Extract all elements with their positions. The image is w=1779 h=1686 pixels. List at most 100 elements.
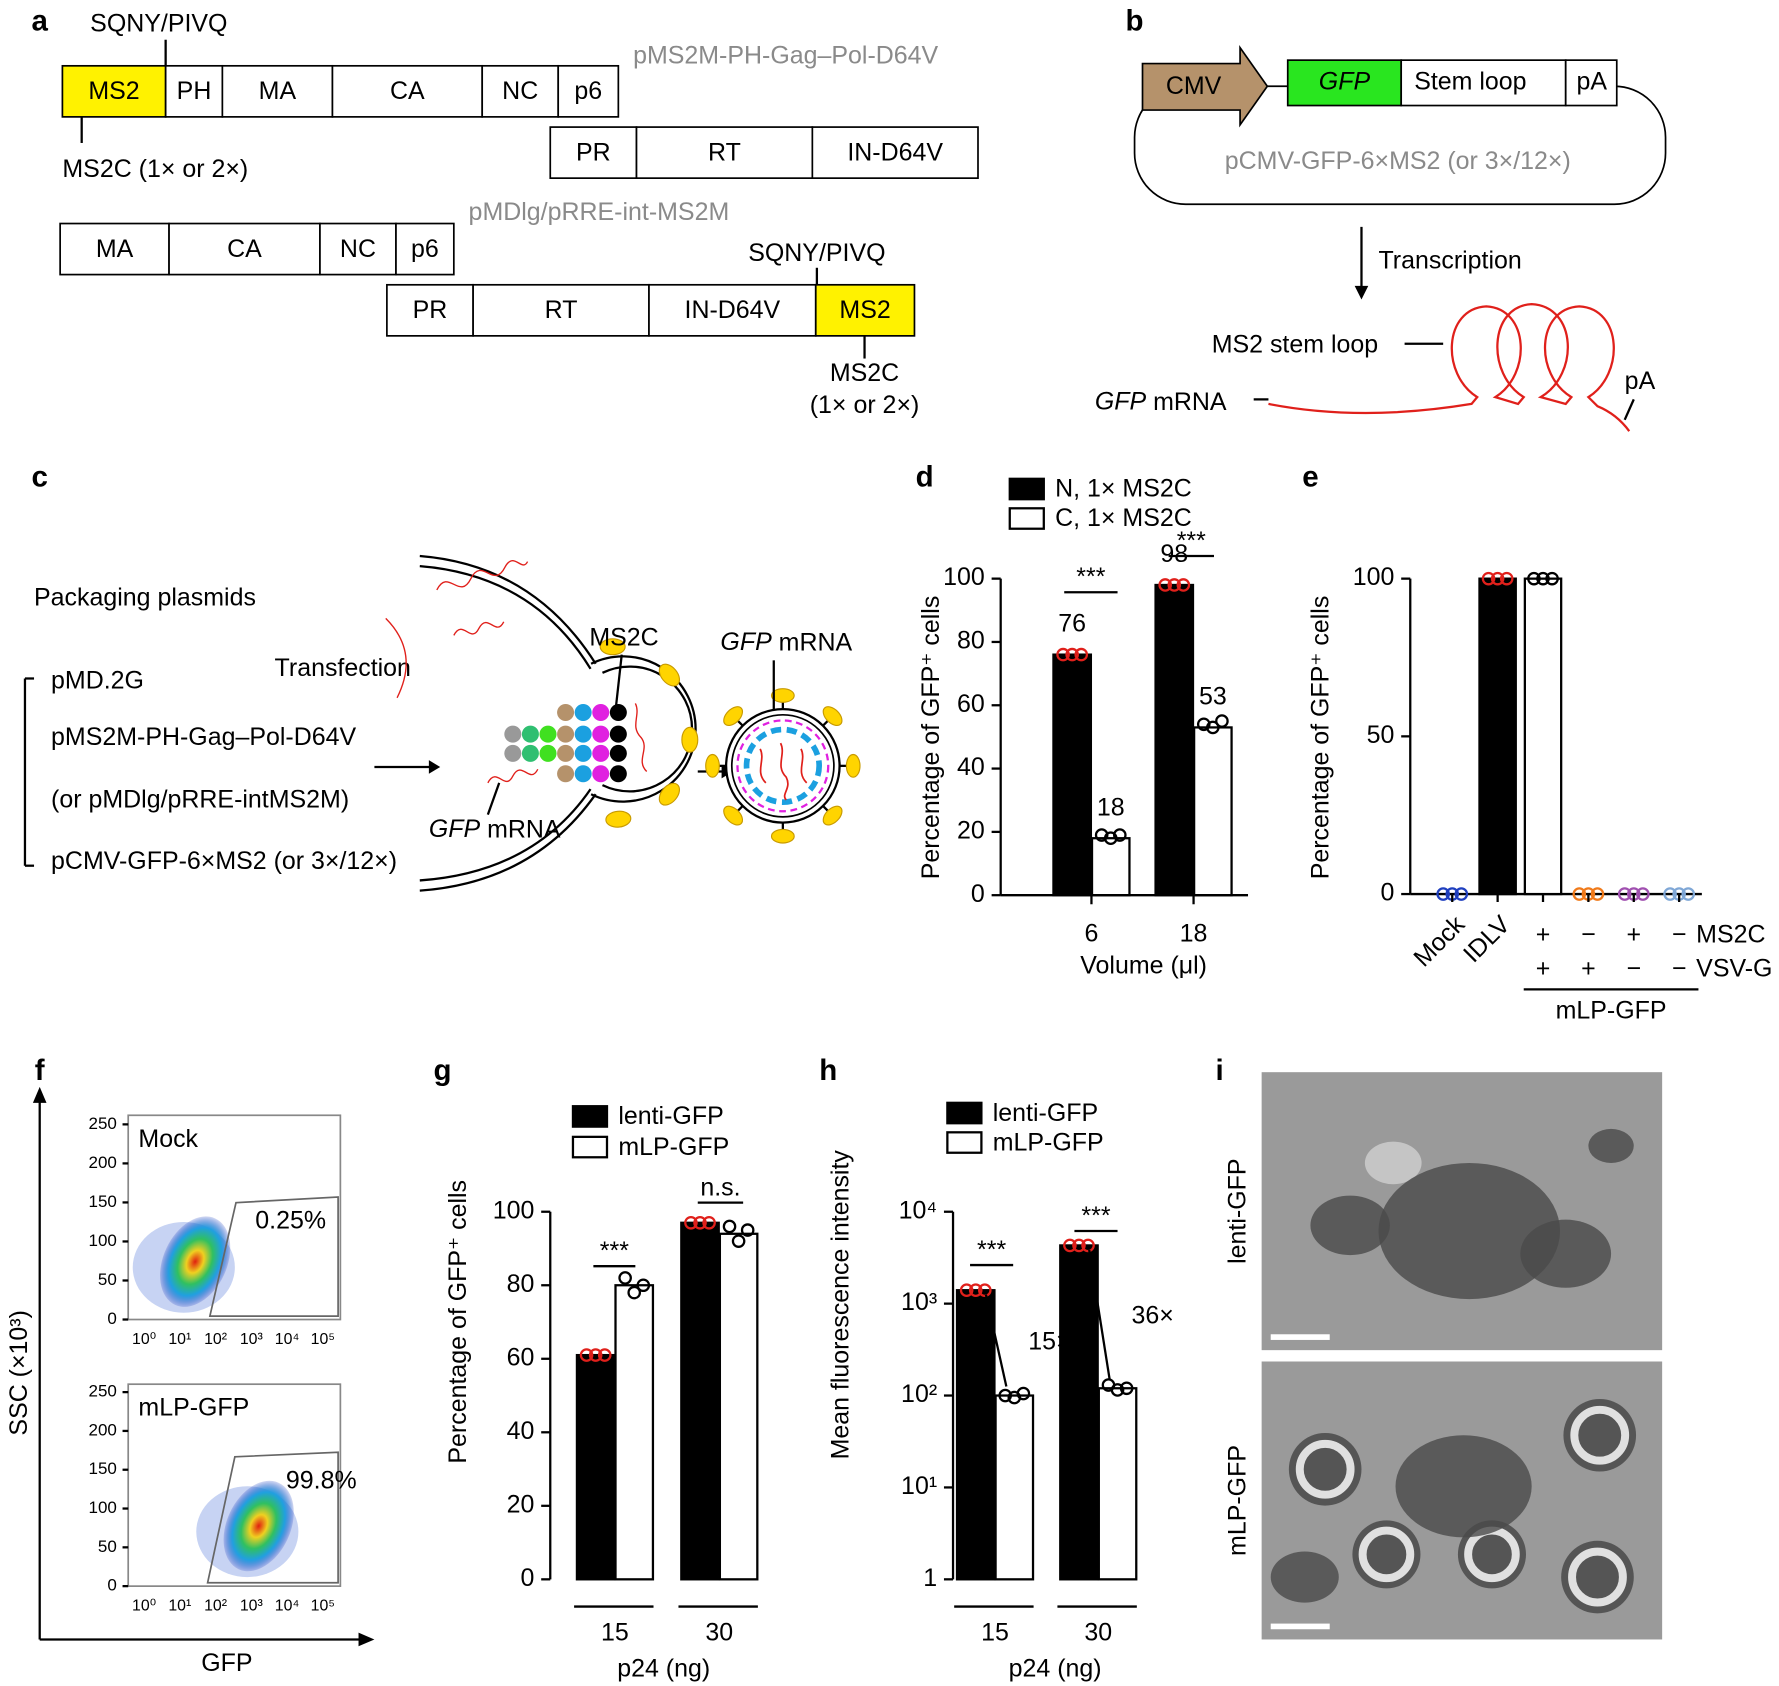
mrna-squiggle — [634, 703, 648, 773]
condition-sign: + — [1626, 921, 1641, 949]
bar — [994, 1394, 1035, 1581]
matrix — [736, 719, 830, 813]
replicate-point — [1206, 720, 1220, 735]
domain-label: MS2 — [88, 77, 139, 105]
replicate-point — [1572, 887, 1587, 901]
bar — [1192, 726, 1233, 897]
y-tick-label: 100 — [943, 563, 985, 591]
capsid-protein — [557, 704, 575, 722]
domain-box — [557, 64, 620, 118]
heading: Packaging plasmids — [34, 584, 256, 612]
bar — [1090, 837, 1131, 897]
gene-label: GFP — [1319, 67, 1371, 95]
domain-label: RT — [545, 296, 578, 324]
bar — [1154, 583, 1195, 897]
capsid-protein — [521, 744, 539, 762]
event-density — [160, 1216, 231, 1307]
panel-letter: c — [32, 461, 48, 494]
panel-letter: f — [35, 1054, 45, 1087]
axis-title: Percentage of GFP⁺ cells — [917, 596, 945, 880]
legend-label: lenti-GFP — [993, 1099, 1098, 1127]
mrna-label: GFP mRNA — [720, 628, 852, 656]
capsid-protein — [592, 765, 610, 783]
mrna-squiggle — [385, 617, 407, 699]
bar — [680, 1221, 720, 1581]
pointer — [1623, 398, 1635, 421]
significance-label: *** — [1081, 1202, 1110, 1230]
panel-letter: b — [1126, 5, 1144, 38]
sample-name: mLP-GFP — [1224, 1445, 1252, 1556]
x-tick-label: 10¹ — [168, 1331, 191, 1348]
replicate-point — [959, 1283, 974, 1298]
particle-ring — [1570, 1405, 1630, 1465]
bar — [575, 1353, 616, 1581]
legend-swatch — [571, 1105, 609, 1128]
promoter-arrow — [1141, 44, 1269, 128]
replicate-point — [1072, 1238, 1086, 1253]
y-tick-label: 0 — [520, 1564, 534, 1592]
membrane — [419, 565, 592, 670]
stem-box — [1400, 59, 1567, 107]
x-tick-label: 10⁴ — [275, 1598, 300, 1615]
arrow-head — [428, 760, 441, 774]
value-label: 98 — [1160, 540, 1188, 568]
mrna-squiggle — [487, 768, 539, 784]
replicate-point — [1016, 1386, 1031, 1401]
x-tick-label: IDLV — [1458, 910, 1516, 968]
stem-loop-label: MS2 stem loop — [1212, 331, 1378, 359]
x-tick-label: 10² — [204, 1331, 227, 1348]
value-label: 53 — [1199, 683, 1227, 711]
replicate-point — [1663, 887, 1677, 901]
capsid-protein — [574, 765, 592, 783]
particle — [1310, 1195, 1390, 1256]
stem-label: Stem loop — [1414, 67, 1526, 95]
y-tick-label: 0 — [107, 1576, 116, 1595]
arrow-head — [358, 1632, 375, 1647]
legend-swatch — [946, 1131, 983, 1154]
envelope-protein — [658, 782, 681, 806]
replicate-point — [977, 1283, 992, 1298]
y-tick-label: 100 — [88, 1231, 116, 1250]
replicate-point — [1636, 887, 1650, 901]
replicate-point — [722, 1219, 737, 1234]
replicate-point — [1074, 647, 1089, 662]
condition-sign: − — [1672, 921, 1687, 949]
replicate-point — [618, 1271, 632, 1285]
membrane — [419, 788, 592, 882]
x-tick-label: 10⁵ — [311, 1331, 335, 1348]
y-tick-label: 100 — [1353, 563, 1395, 591]
mrna-word: mRNA — [772, 628, 853, 656]
scale-bar — [1270, 1334, 1330, 1340]
capsid-protein — [592, 704, 610, 722]
replicate-point — [1056, 647, 1070, 662]
domain-label: MS2 — [839, 296, 890, 324]
construct-name: pMS2M-PH-Gag–Pol-D64V — [633, 41, 938, 69]
x-tick-label: 30 — [705, 1618, 733, 1646]
plasmid: pMD.2G — [51, 666, 144, 694]
domain-box — [221, 64, 334, 118]
bar — [1097, 1387, 1138, 1581]
replicate-point — [1490, 571, 1505, 586]
axis-title: GFP — [201, 1649, 252, 1677]
replicate-point — [968, 1283, 983, 1298]
capsid-protein — [592, 725, 610, 743]
capsid-protein — [609, 765, 627, 783]
axis-title: p24 (ng) — [617, 1655, 710, 1683]
legend-swatch — [946, 1101, 983, 1125]
domain-label: RT — [708, 138, 741, 166]
virion — [724, 707, 841, 824]
plasmid-name: pCMV-GFP-6×MS2 (or 3×/12×) — [1225, 147, 1571, 175]
significance-label: *** — [1177, 527, 1206, 555]
condition-sign: − — [1581, 921, 1596, 949]
x-tick-label: 10⁰ — [132, 1598, 156, 1615]
envelope-protein — [770, 828, 795, 844]
y-tick-label: 60 — [957, 690, 985, 718]
legend-swatch — [1008, 477, 1045, 501]
particle — [1364, 1141, 1422, 1185]
arrow-head — [1354, 285, 1369, 300]
y-tick-label: 40 — [507, 1417, 535, 1445]
replicate-point — [684, 1215, 698, 1230]
replicate-point — [1590, 887, 1605, 901]
y-tick-label: 20 — [957, 816, 985, 844]
